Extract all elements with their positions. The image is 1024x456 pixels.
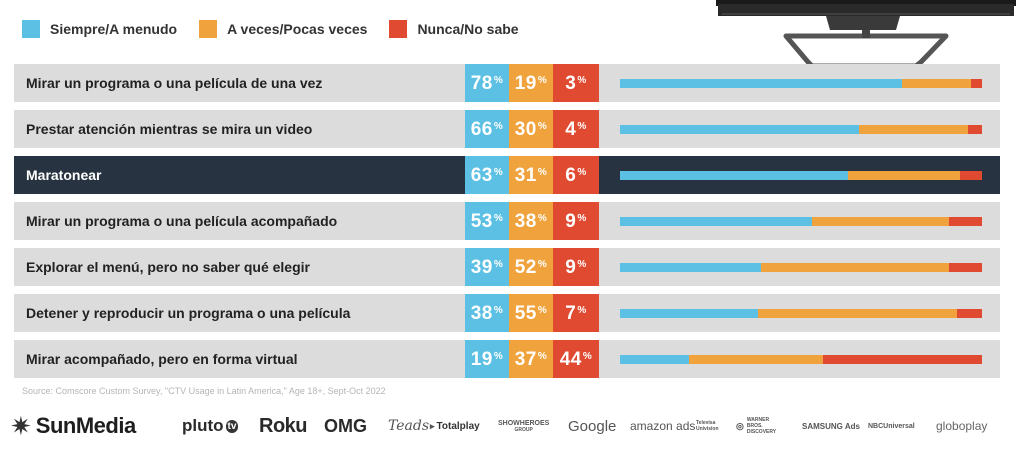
chart-row: Mirar acompañado, pero en forma virtual 1… — [14, 340, 1000, 378]
bar-segment-siempre — [620, 79, 903, 88]
bar-segment-siempre — [620, 171, 849, 180]
value-label-siempre: 39% — [465, 248, 509, 286]
bar-segment-siempre — [620, 125, 859, 134]
chart-row: Maratonear 63% 31% 6% — [14, 156, 1000, 194]
value-label-a-veces: 55% — [509, 294, 553, 332]
value-label-nunca: 6% — [553, 156, 599, 194]
bar-segment-nunca — [956, 309, 982, 318]
bar-segment-nunca — [822, 355, 982, 364]
stacked-bar — [620, 309, 982, 318]
bar-segment-siempre — [620, 355, 689, 364]
totalplay-logo: ▸ Totalplay — [430, 420, 480, 432]
row-label: Detener y reproducir un programa o una p… — [26, 305, 351, 321]
value-label-siempre: 66% — [465, 110, 509, 148]
bar-segment-a-veces — [688, 355, 823, 364]
google-logo: Google — [568, 417, 617, 435]
chart-row: Mirar un programa o una película de una … — [14, 64, 1000, 102]
tv-illustration — [716, 0, 1016, 69]
sunmedia-logo: ✷ SunMedia — [10, 410, 136, 441]
bar-segment-nunca — [949, 263, 982, 272]
legend-label-siempre: Siempre/A menudo — [50, 21, 178, 37]
bar-segment-a-veces — [848, 171, 961, 180]
bar-segment-nunca — [960, 171, 982, 180]
bar-segment-nunca — [967, 125, 982, 134]
row-label: Explorar el menú, pero no saber qué eleg… — [26, 259, 310, 275]
value-label-a-veces: 19% — [509, 64, 553, 102]
chart-row: Explorar el menú, pero no saber qué eleg… — [14, 248, 1000, 286]
pluto-logo: pluto tv — [182, 416, 239, 435]
wbd-logo: ◎ WARNER BROS. DISCOVERY — [736, 417, 777, 435]
chart-row: Mirar un programa o una película acompañ… — [14, 202, 1000, 240]
teads-logo: Teads — [388, 418, 430, 434]
bar-segment-siempre — [620, 217, 812, 226]
value-label-a-veces: 30% — [509, 110, 553, 148]
legend-item-a-veces: A veces/Pocas veces — [199, 20, 367, 38]
bar-segment-nunca — [949, 217, 982, 226]
nbcuniversal-logo: NBCUniversal — [868, 422, 915, 430]
stacked-bar — [620, 171, 982, 180]
omg-logo: OMG — [324, 415, 367, 436]
legend-swatch-a-veces — [199, 20, 218, 38]
chart-row: Detener y reproducir un programa o una p… — [14, 294, 1000, 332]
value-label-siempre: 78% — [465, 64, 509, 102]
bar-segment-siempre — [620, 309, 758, 318]
legend-label-a-veces: A veces/Pocas veces — [227, 21, 368, 37]
value-label-siempre: 63% — [465, 156, 509, 194]
value-label-nunca: 4% — [553, 110, 599, 148]
legend-label-nunca: Nunca/No sabe — [417, 21, 519, 37]
bar-segment-a-veces — [761, 263, 950, 272]
value-label-nunca: 9% — [553, 202, 599, 240]
sun-icon: ✷ — [10, 410, 32, 441]
chart-row: Prestar atención mientras se mira un vid… — [14, 110, 1000, 148]
value-label-nunca: 9% — [553, 248, 599, 286]
value-label-siempre: 19% — [465, 340, 509, 378]
value-label-a-veces: 37% — [509, 340, 553, 378]
bar-segment-a-veces — [811, 217, 950, 226]
row-label: Mirar acompañado, pero en forma virtual — [26, 351, 298, 367]
row-label: Maratonear — [26, 167, 102, 183]
bar-segment-nunca — [971, 79, 982, 88]
samsung-ads-logo: SAMSUNG Ads — [802, 421, 860, 431]
legend-item-siempre: Siempre/A menudo — [22, 20, 177, 38]
chart-rows: Mirar un programa o una película de una … — [14, 64, 1000, 386]
chart-legend: Siempre/A menudo A veces/Pocas veces Nun… — [22, 20, 541, 38]
value-label-a-veces: 31% — [509, 156, 553, 194]
televisa-logo: Televisa Univision — [696, 420, 719, 432]
value-label-a-veces: 38% — [509, 202, 553, 240]
row-label: Prestar atención mientras se mira un vid… — [26, 121, 313, 137]
row-label: Mirar un programa o una película de una … — [26, 75, 323, 91]
roku-logo: Roku — [259, 414, 308, 437]
value-label-nunca: 44% — [553, 340, 599, 378]
amazon-ads-logo: amazon ads — [630, 419, 696, 433]
value-label-siempre: 53% — [465, 202, 509, 240]
globoplay-logo: globoplay — [936, 419, 988, 433]
value-label-nunca: 3% — [553, 64, 599, 102]
value-label-siempre: 38% — [465, 294, 509, 332]
row-label: Mirar un programa o una película acompañ… — [26, 213, 338, 229]
bar-segment-siempre — [620, 263, 762, 272]
bar-segment-a-veces — [902, 79, 972, 88]
stacked-bar — [620, 125, 982, 134]
value-label-nunca: 7% — [553, 294, 599, 332]
legend-swatch-siempre — [22, 20, 40, 38]
stacked-bar — [620, 79, 982, 88]
showheroes-logo: SHOWHEROES GROUP — [498, 419, 550, 433]
stacked-bar — [620, 217, 982, 226]
value-label-a-veces: 52% — [509, 248, 553, 286]
bar-segment-a-veces — [858, 125, 968, 134]
source-note: Source: Comscore Custom Survey, "CTV Usa… — [22, 386, 386, 396]
sponsor-logos: ✷ SunMedia pluto tv Roku OMG Teads ▸ Tot… — [10, 406, 1014, 446]
bar-segment-a-veces — [757, 309, 957, 318]
legend-swatch-nunca — [389, 20, 408, 38]
stacked-bar — [620, 263, 982, 272]
legend-item-nunca: Nunca/No sabe — [389, 20, 519, 38]
stacked-bar — [620, 355, 982, 364]
